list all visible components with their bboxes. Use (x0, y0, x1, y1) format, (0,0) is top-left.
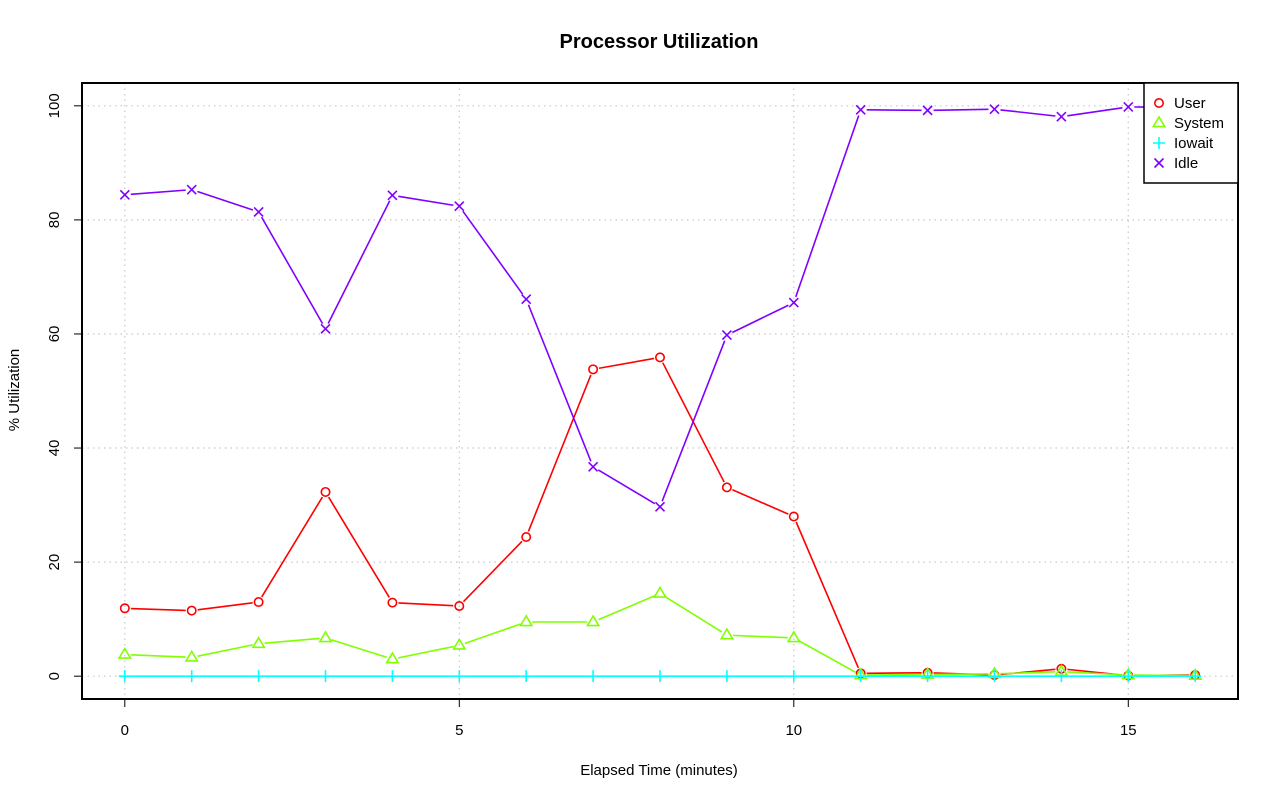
y-tick-label: 100 (46, 93, 63, 118)
data-point-idle (119, 189, 130, 200)
data-point-iowait (1189, 670, 1202, 683)
data-point-user (119, 603, 130, 614)
data-point-iowait (386, 670, 399, 683)
data-point-iowait (787, 670, 800, 683)
plot-frame (81, 82, 1239, 700)
data-point-iowait (252, 670, 265, 683)
data-point-iowait (720, 670, 733, 683)
legend-label-idle: Idle (1174, 155, 1198, 172)
data-point-idle (1056, 111, 1067, 122)
legend-marker-idle (1153, 157, 1165, 169)
data-point-idle (855, 104, 866, 115)
data-point-idle (521, 294, 532, 305)
legend-item-idle: Idle (1153, 155, 1198, 172)
data-point-system (318, 630, 333, 643)
axes: 0 5 10 15 0 20 40 60 80 100 (46, 82, 1239, 739)
data-point-idle (253, 206, 264, 217)
data-point-iowait (988, 670, 1001, 683)
data-point-system (652, 585, 668, 598)
y-axis-label: % Utilization (6, 349, 23, 432)
data-point-idle (922, 105, 933, 116)
data-point-system (452, 637, 467, 650)
data-point-system (184, 649, 199, 662)
legend-label-system: System (1174, 115, 1224, 132)
legend-marker-iowait (1153, 137, 1165, 149)
data-point-iowait (654, 670, 666, 683)
series-user (119, 352, 1201, 681)
data-point-idle (588, 461, 599, 472)
data-point-user (654, 352, 665, 363)
data-point-iowait (453, 670, 466, 683)
data-point-iowait (587, 670, 600, 683)
data-point-idle (721, 330, 732, 341)
data-point-iowait (921, 670, 934, 683)
legend: User System Iowait Idle (1143, 82, 1239, 184)
legend-box (1143, 82, 1239, 184)
series-group (117, 101, 1203, 683)
data-point-iowait (319, 670, 332, 683)
y-tick-label: 80 (46, 212, 63, 229)
y-tick-label: 40 (46, 440, 63, 457)
data-point-system (385, 651, 400, 664)
data-point-user (521, 532, 532, 543)
data-point-iowait (1122, 670, 1135, 683)
y-tick-label: 60 (46, 326, 63, 343)
x-tick-label: 10 (785, 722, 802, 739)
data-point-system (585, 614, 601, 627)
data-point-idle (1123, 101, 1134, 113)
series-iowait (118, 670, 1202, 683)
y-tick-label: 0 (46, 672, 63, 680)
data-point-idle (320, 323, 331, 334)
data-point-idle (454, 201, 465, 212)
legend-marker-system (1151, 115, 1167, 128)
series-idle (119, 101, 1201, 512)
data-point-system (519, 614, 534, 627)
data-point-idle (654, 501, 666, 512)
legend-marker-user (1154, 98, 1165, 109)
series-system (117, 585, 1203, 681)
data-point-user (186, 605, 197, 616)
data-point-user (721, 482, 732, 493)
x-tick-label: 0 (121, 722, 129, 739)
series-line-user (130, 357, 1190, 677)
data-point-iowait (854, 670, 867, 683)
data-point-idle (788, 297, 799, 308)
legend-item-user: User (1154, 95, 1206, 112)
data-point-idle (387, 190, 398, 201)
data-point-user (454, 601, 465, 612)
grid (82, 83, 1238, 699)
data-point-user (387, 597, 398, 608)
legend-item-iowait: Iowait (1153, 135, 1214, 152)
data-point-system (251, 636, 266, 649)
data-point-system (117, 646, 132, 659)
data-point-user (253, 597, 264, 608)
data-point-system (786, 630, 801, 643)
x-tick-label: 15 (1120, 722, 1137, 739)
data-point-user (588, 364, 599, 375)
data-point-iowait (520, 670, 533, 683)
data-point-user (320, 486, 331, 497)
legend-label-user: User (1174, 95, 1206, 112)
data-point-idle (186, 184, 197, 195)
data-point-iowait (1055, 670, 1068, 683)
data-point-system (719, 627, 735, 640)
x-tick-label: 5 (455, 722, 463, 739)
x-axis-label: Elapsed Time (minutes) (580, 762, 738, 779)
chart-title: Processor Utilization (560, 31, 759, 53)
data-point-user (788, 511, 799, 522)
data-point-iowait (118, 670, 131, 683)
data-point-idle (989, 104, 1000, 115)
series-line-idle (130, 106, 1190, 505)
legend-item-system: System (1151, 115, 1224, 132)
y-tick-label: 20 (46, 554, 63, 571)
series-line-system (130, 595, 1190, 677)
data-point-iowait (185, 670, 198, 683)
legend-label-iowait: Iowait (1174, 135, 1214, 152)
